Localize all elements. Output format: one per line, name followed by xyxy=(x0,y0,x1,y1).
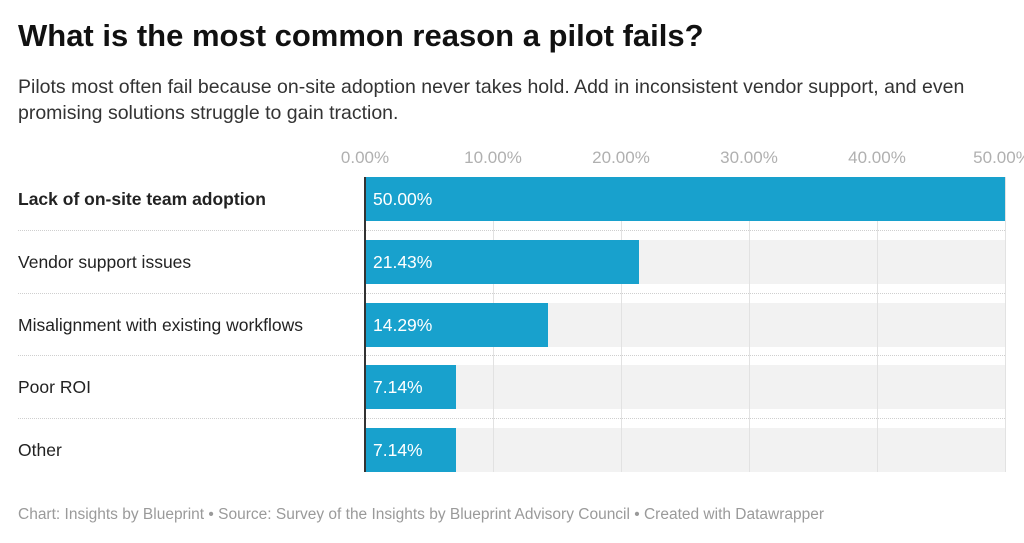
bar-value-label: 7.14% xyxy=(373,440,423,461)
chart-subtitle: Pilots most often fail because on-site a… xyxy=(18,76,965,124)
bar xyxy=(365,428,457,473)
bar-value-label: 14.29% xyxy=(373,314,433,335)
bar-value-label: 50.00% xyxy=(373,189,433,209)
category-label: Lack of on-site team adoption xyxy=(18,189,266,209)
category-label: Vendor support issues xyxy=(18,251,192,272)
bar xyxy=(365,177,1005,221)
x-tick-label: 10.00% xyxy=(464,148,522,167)
x-tick-label: 50.00% xyxy=(973,148,1024,167)
category-label: Other xyxy=(18,440,62,461)
category-label: Misalignment with existing workflows xyxy=(18,314,303,335)
bar xyxy=(365,239,640,284)
x-tick-label: 40.00% xyxy=(848,148,906,167)
gridline xyxy=(877,177,878,473)
x-tick-label: 0.00% xyxy=(340,148,390,167)
bar-value-label: 21.43% xyxy=(373,251,433,272)
gridline xyxy=(621,177,622,473)
x-tick-label: 20.00% xyxy=(592,148,650,167)
bar-value-label: 7.14% xyxy=(373,377,423,398)
gridline xyxy=(749,177,750,473)
chart-footer: Chart: Insights by Blueprint • Source: S… xyxy=(18,506,825,523)
row-separator xyxy=(18,418,1005,420)
row-background xyxy=(365,428,1005,473)
x-tick-label: 30.00% xyxy=(720,148,778,167)
bar xyxy=(365,365,457,410)
gridline xyxy=(1005,177,1006,473)
chart-title: What is the most common reason a pilot f… xyxy=(18,18,704,53)
bar xyxy=(365,302,548,347)
row-separator xyxy=(18,355,1005,357)
row-separator xyxy=(18,229,1005,231)
row-background xyxy=(365,365,1005,410)
y-axis-line xyxy=(364,177,366,473)
category-label: Poor ROI xyxy=(18,377,91,398)
row-separator xyxy=(18,292,1005,294)
